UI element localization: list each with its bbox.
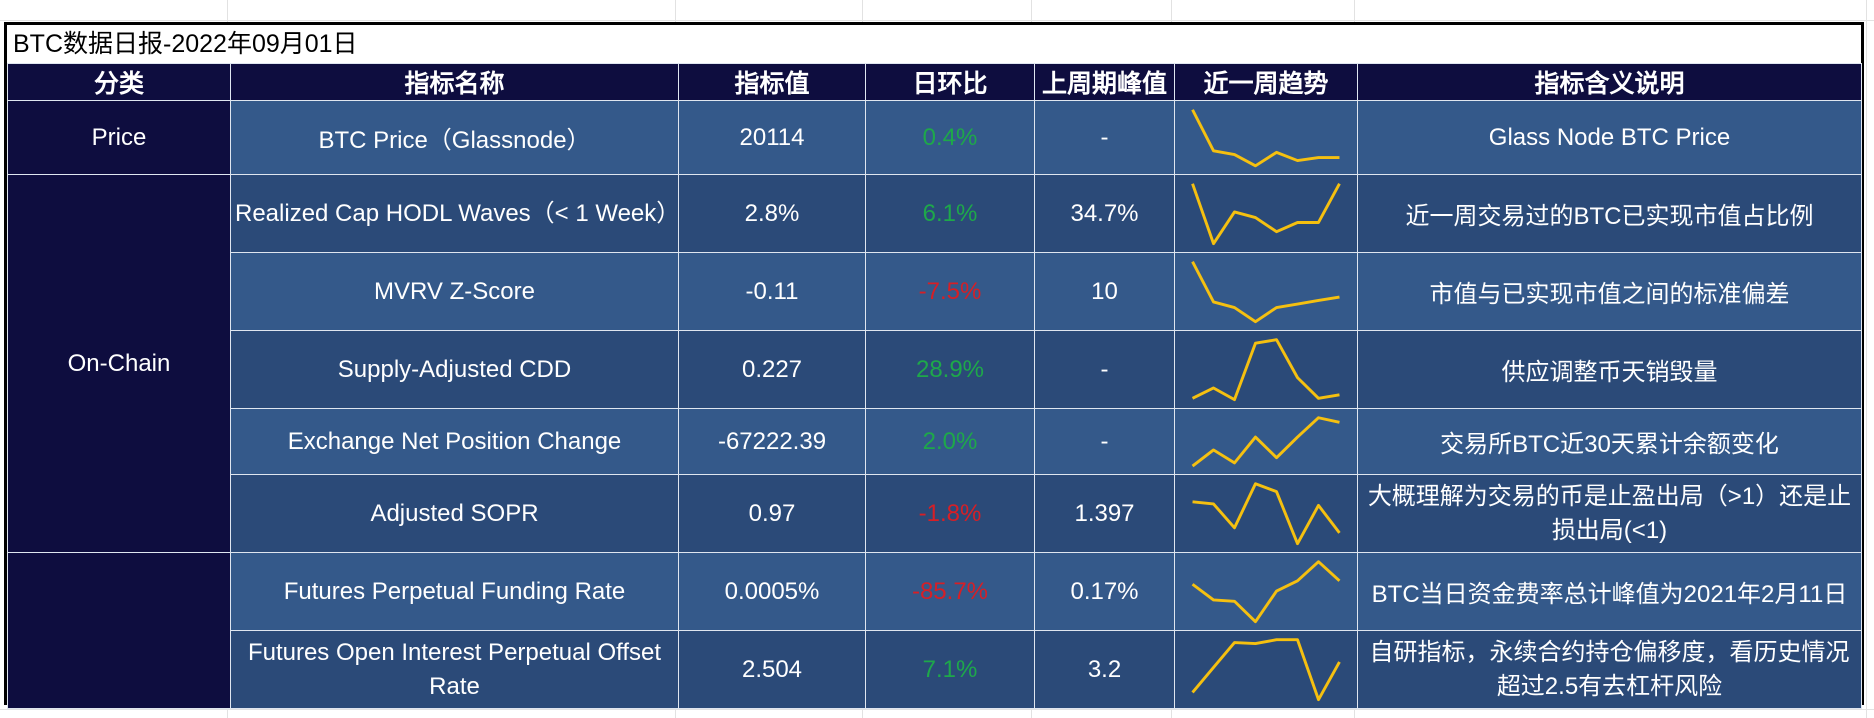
trend-line xyxy=(1191,182,1341,245)
indicator-peak[interactable]: 1.397 xyxy=(1034,474,1175,553)
category-price[interactable]: Price xyxy=(7,100,231,175)
indicator-peak[interactable]: - xyxy=(1034,330,1175,409)
indicator-value[interactable]: 20114 xyxy=(678,100,866,175)
indicator-value[interactable]: 2.8% xyxy=(678,174,866,253)
indicator-dod[interactable]: 6.1% xyxy=(865,174,1035,253)
indicator-desc[interactable]: 市值与已实现市值之间的标准偏差 xyxy=(1357,252,1862,331)
table-row: Price BTC Price（Glassnode） 20114 0.4% - … xyxy=(7,100,1862,175)
trend-line xyxy=(1191,108,1340,167)
indicator-value[interactable]: -0.11 xyxy=(678,252,866,331)
indicator-value[interactable]: -67222.39 xyxy=(678,408,866,475)
header-peak[interactable]: 上周期峰值 xyxy=(1034,63,1175,101)
indicator-dod[interactable]: 28.9% xyxy=(865,330,1035,409)
trend-line xyxy=(1191,260,1340,323)
indicator-name[interactable]: MVRV Z-Score xyxy=(230,252,679,331)
indicator-desc[interactable]: 供应调整币天销毁量 xyxy=(1357,330,1862,409)
trend-sparkline[interactable] xyxy=(1174,408,1358,475)
indicator-value[interactable]: 0.227 xyxy=(678,330,866,409)
category-futures[interactable] xyxy=(7,552,231,709)
indicator-name[interactable]: Exchange Net Position Change xyxy=(230,408,679,475)
indicator-desc[interactable]: Glass Node BTC Price xyxy=(1357,100,1862,175)
trend-line xyxy=(1191,560,1341,623)
header-name[interactable]: 指标名称 xyxy=(230,63,679,101)
indicator-peak[interactable]: 10 xyxy=(1034,252,1175,331)
report-title[interactable]: BTC数据日报-2022年09月01日 xyxy=(7,25,1861,63)
indicator-dod[interactable]: 0.4% xyxy=(865,100,1035,175)
sparkline-svg xyxy=(1191,182,1341,245)
trend-sparkline[interactable] xyxy=(1174,474,1358,553)
indicator-desc[interactable]: 大概理解为交易的币是止盈出局（>1）还是止损出局(<1) xyxy=(1357,474,1862,553)
header-value[interactable]: 指标值 xyxy=(678,63,866,101)
table-row: Futures Open Interest Perpetual Offset R… xyxy=(8,630,1862,709)
trend-sparkline[interactable] xyxy=(1174,252,1358,331)
header-category[interactable]: 分类 xyxy=(7,63,231,101)
indicator-dod[interactable]: 7.1% xyxy=(865,630,1035,709)
indicator-peak[interactable]: 3.2 xyxy=(1034,630,1175,709)
indicator-desc[interactable]: BTC当日资金费率总计峰值为2021年2月11日 xyxy=(1357,552,1862,631)
indicator-peak[interactable]: 0.17% xyxy=(1034,552,1175,631)
sparkline-svg xyxy=(1191,338,1340,401)
trend-sparkline[interactable] xyxy=(1174,552,1358,631)
table-row: Futures Perpetual Funding Rate 0.0005% -… xyxy=(7,552,1862,709)
category-onchain[interactable]: On-Chain xyxy=(7,174,231,553)
trend-sparkline[interactable] xyxy=(1174,174,1358,253)
table-row: Supply-Adjusted CDD 0.227 28.9% - 供应调整币天… xyxy=(8,330,1862,409)
trend-sparkline[interactable] xyxy=(1174,630,1358,709)
indicator-desc[interactable]: 自研指标，永续合约持仓偏移度，看历史情况超过2.5有去杠杆风险 xyxy=(1357,630,1862,709)
indicator-value[interactable]: 0.97 xyxy=(678,474,866,553)
trend-sparkline[interactable] xyxy=(1174,330,1358,409)
indicator-value[interactable]: 2.504 xyxy=(678,630,866,709)
sparkline-svg xyxy=(1191,638,1341,701)
table-row: On-Chain Realized Cap HODL Waves（< 1 Wee… xyxy=(7,174,1862,553)
sparkline-svg xyxy=(1191,260,1340,323)
indicator-name[interactable]: Futures Perpetual Funding Rate xyxy=(230,552,679,631)
indicator-name[interactable]: Supply-Adjusted CDD xyxy=(230,330,679,409)
indicator-peak[interactable]: - xyxy=(1034,100,1175,175)
indicator-dod[interactable]: -7.5% xyxy=(865,252,1035,331)
header-row: 分类 指标名称 指标值 日环比 上周期峰值 近一周趋势 指标含义说明 xyxy=(7,63,1862,101)
indicator-peak[interactable]: 34.7% xyxy=(1034,174,1175,253)
header-desc[interactable]: 指标含义说明 xyxy=(1357,63,1862,101)
btc-daily-report: BTC数据日报-2022年09月01日 分类 指标名称 指标值 日环比 上周期峰… xyxy=(4,22,1864,709)
trend-sparkline[interactable] xyxy=(1174,100,1358,175)
table-row: MVRV Z-Score -0.11 -7.5% 10 市值与已实现市值之间的标… xyxy=(8,252,1862,331)
indicator-name[interactable]: Futures Open Interest Perpetual Offset R… xyxy=(230,630,679,709)
trend-line xyxy=(1192,482,1341,545)
sparkline-svg xyxy=(1191,108,1340,167)
indicator-table: 分类 指标名称 指标值 日环比 上周期峰值 近一周趋势 指标含义说明 Price… xyxy=(7,63,1862,709)
trend-line xyxy=(1191,415,1340,467)
trend-line xyxy=(1191,638,1341,701)
indicator-value[interactable]: 0.0005% xyxy=(678,552,866,631)
indicator-name[interactable]: Adjusted SOPR xyxy=(230,474,679,553)
sparkline-svg xyxy=(1191,560,1341,623)
indicator-dod[interactable]: -85.7% xyxy=(865,552,1035,631)
trend-line xyxy=(1191,338,1340,401)
table-row: Adjusted SOPR 0.97 -1.8% 1.397 大概理解为交易的币… xyxy=(8,474,1862,553)
sparkline-svg xyxy=(1191,415,1340,467)
header-dod[interactable]: 日环比 xyxy=(865,63,1035,101)
indicator-name[interactable]: Realized Cap HODL Waves（< 1 Week） xyxy=(230,174,680,253)
indicator-desc[interactable]: 交易所BTC近30天累计余额变化 xyxy=(1357,408,1862,475)
indicator-dod[interactable]: -1.8% xyxy=(865,474,1035,553)
indicator-desc[interactable]: 近一周交易过的BTC已实现市值占比例 xyxy=(1357,174,1862,253)
sparkline-svg xyxy=(1192,482,1341,545)
table-row: Exchange Net Position Change -67222.39 2… xyxy=(8,408,1862,475)
header-trend[interactable]: 近一周趋势 xyxy=(1174,63,1358,101)
indicator-dod[interactable]: 2.0% xyxy=(865,408,1035,475)
indicator-peak[interactable]: - xyxy=(1034,408,1175,475)
indicator-name[interactable]: BTC Price（Glassnode） xyxy=(230,100,679,175)
